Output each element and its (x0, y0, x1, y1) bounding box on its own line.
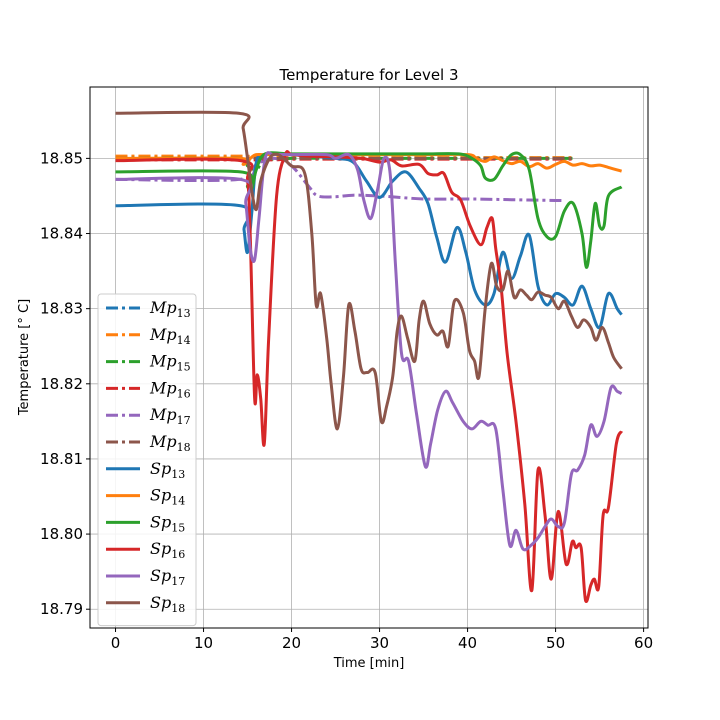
x-tick-label: 20 (282, 634, 301, 652)
series-group (115, 110, 623, 603)
y-axis-label: Temperature [° C] (17, 299, 32, 416)
legend-label-sp18: Sp18 (150, 593, 185, 615)
x-axis-label: Time [min] (333, 656, 405, 671)
legend-label-sp16: Sp16 (150, 539, 185, 561)
series-layer (115, 110, 623, 603)
legend-label-mp14: Mp14 (149, 325, 191, 347)
legend-label-mp18: Mp18 (149, 432, 191, 454)
series-line-sp17 (115, 151, 623, 552)
axis-ticks: 0 10 20 30 40 50 60 18.79 18.80 18.81 18.82 18.83 18… (40, 149, 653, 652)
x-tick-label: 40 (458, 634, 477, 652)
legend: Mp13 Mp14 Mp15 Mp16 Mp17 Mp18 Sp13 Sp14 Sp15 Sp16… (97, 293, 197, 627)
series-line-sp14 (115, 152, 623, 173)
legend-label-mp15: Mp15 (149, 352, 191, 374)
legend-label-sp17: Sp17 (150, 566, 185, 588)
x-tick-label: 50 (546, 634, 565, 652)
y-tick-label: 18.85 (40, 149, 83, 167)
x-tick-label: 10 (194, 634, 213, 652)
legend-label-mp17: Mp17 (149, 405, 191, 427)
plot-frame (89, 86, 649, 629)
x-tick-label: 60 (634, 634, 653, 652)
legend-box (97, 293, 197, 627)
legend-label-mp13: Mp13 (149, 298, 191, 320)
series-line-sp16 (115, 150, 623, 603)
legend-label-sp15: Sp15 (150, 512, 185, 534)
y-tick-label: 18.84 (40, 225, 83, 243)
chart-title: Temperature for Level 3 (278, 66, 458, 84)
legend-label-sp14: Sp14 (150, 486, 185, 508)
x-tick-label: 30 (370, 634, 389, 652)
y-tick-label: 18.82 (40, 375, 83, 393)
series-line-sp15 (115, 151, 623, 269)
legend-label-mp16: Mp16 (149, 378, 191, 400)
series-line-sp18 (115, 110, 623, 431)
legend-label-sp13: Sp13 (150, 459, 185, 481)
y-tick-label: 18.79 (40, 600, 83, 618)
y-tick-label: 18.81 (40, 450, 83, 468)
y-tick-label: 18.80 (40, 525, 83, 543)
x-tick-label: 0 (111, 634, 121, 652)
y-tick-label: 18.83 (40, 300, 83, 318)
